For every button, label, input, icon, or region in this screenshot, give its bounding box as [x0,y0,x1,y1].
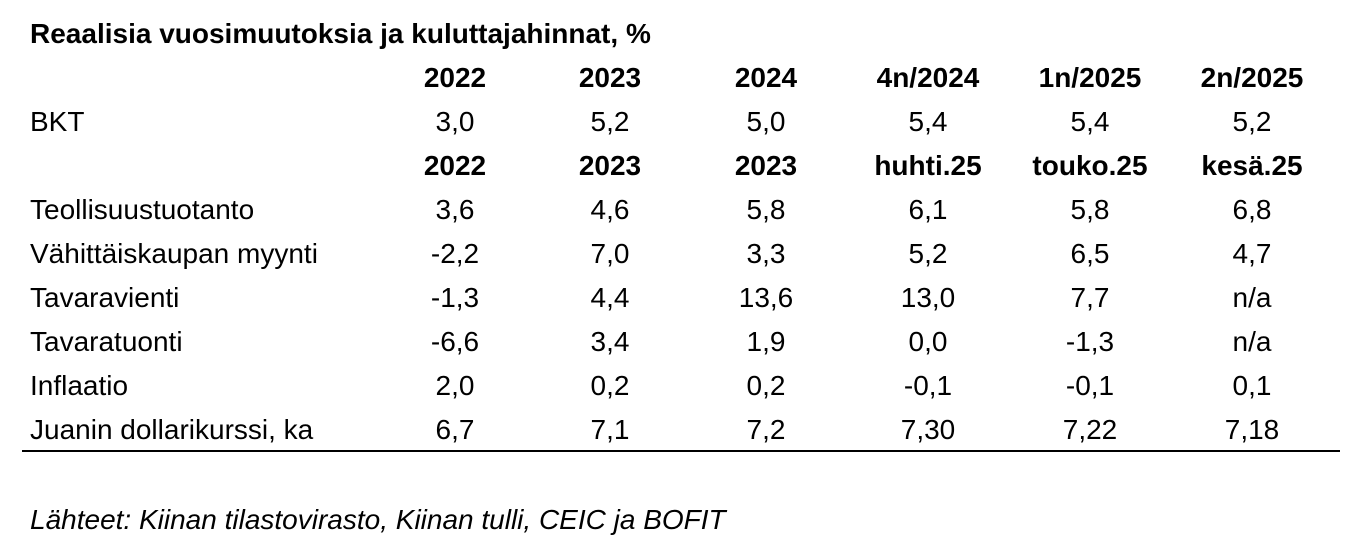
table-cell: 6,1 [908,194,948,225]
table-cell: 13,0 [900,282,956,313]
table-cell: 3,3 [746,238,786,269]
source-note: Lähteet: Kiinan tilastovirasto, Kiinan t… [30,504,726,535]
table-row: Tavaratuonti -6,6 3,4 1,9 0,0 -1,3 n/a [0,320,1357,364]
header-cell: 1n/2025 [1038,62,1142,93]
header-cell: 2023 [578,62,642,93]
header-cell: 2024 [734,62,798,93]
table-cell: 5,2 [590,106,630,137]
table-cell: 0,2 [746,370,786,401]
table-cell: -6,6 [430,326,480,357]
row-label: Tavaravienti [30,282,180,313]
table-cell: 7,7 [1070,282,1110,313]
table-cell: n/a [1232,282,1272,313]
table-cell: 5,0 [746,106,786,137]
header-cell: 2023 [734,150,798,181]
table-cell: 7,22 [1062,414,1118,445]
header-row-periods: 2022 2023 2024 4n/2024 1n/2025 2n/2025 [0,56,1357,100]
table-cell: 6,5 [1070,238,1110,269]
row-label: Juanin dollarikurssi, ka [30,414,314,445]
table-cell: 5,8 [746,194,786,225]
header-cell: 2022 [423,150,487,181]
table-cell: 0,2 [590,370,630,401]
header-cell: kesä.25 [1201,150,1303,181]
table-cell: 5,8 [1070,194,1110,225]
table-cell: 5,2 [908,238,948,269]
table-cell: -1,3 [430,282,480,313]
table-cell: -1,3 [1065,326,1115,357]
table-cell: 3,6 [435,194,475,225]
table-title: Reaalisia vuosimuutoksia ja kuluttajahin… [30,18,651,49]
header-cell: 2023 [578,150,642,181]
table-cell: 4,4 [590,282,630,313]
table-cell: 1,9 [746,326,786,357]
table-cell: 7,18 [1224,414,1280,445]
table-cell: 4,7 [1232,238,1272,269]
row-label: Inflaatio [30,370,129,401]
header-cell: 4n/2024 [876,62,980,93]
header-row-months: 2022 2023 2023 huhti.25 touko.25 kesä.25 [0,144,1357,188]
table-cell: n/a [1232,326,1272,357]
table-cell: 4,6 [590,194,630,225]
row-label: Tavaratuonti [30,326,183,357]
header-cell: 2022 [423,62,487,93]
header-cell: touko.25 [1032,150,1148,181]
table-cell: 6,8 [1232,194,1272,225]
row-label: Teollisuustuotanto [30,194,255,225]
table-cell: 7,1 [590,414,630,445]
table-cell: 13,6 [738,282,794,313]
table-row: Teollisuustuotanto 3,6 4,6 5,8 6,1 5,8 6… [0,188,1357,232]
table-cell: 7,2 [746,414,786,445]
table-cell: 7,30 [900,414,956,445]
table-row: Vähittäiskaupan myynti -2,2 7,0 3,3 5,2 … [0,232,1357,276]
table-cell: -0,1 [903,370,953,401]
table-row: Inflaatio 2,0 0,2 0,2 -0,1 -0,1 0,1 [0,364,1357,408]
table-cell: 0,0 [908,326,948,357]
table-row-gdp: BKT 3,0 5,2 5,0 5,4 5,4 5,2 [0,100,1357,144]
table-cell: 5,2 [1232,106,1272,137]
table-row: Juanin dollarikurssi, ka 6,7 7,1 7,2 7,3… [0,408,1357,452]
table-cell: 7,0 [590,238,630,269]
header-cell: 2n/2025 [1200,62,1304,93]
table-cell: 6,7 [435,414,475,445]
row-label: Vähittäiskaupan myynti [30,238,318,269]
header-cell: huhti.25 [874,150,982,181]
table-cell: 5,4 [1070,106,1110,137]
table-cell: -2,2 [430,238,480,269]
table-cell: -0,1 [1065,370,1115,401]
table-cell: 2,0 [435,370,475,401]
table-cell: 5,4 [908,106,948,137]
table-bottom-rule [22,450,1340,452]
table-cell: 3,4 [590,326,630,357]
row-label: BKT [30,106,85,137]
table-cell: 3,0 [435,106,475,137]
table-row: Tavaravienti -1,3 4,4 13,6 13,0 7,7 n/a [0,276,1357,320]
table-cell: 0,1 [1232,370,1272,401]
